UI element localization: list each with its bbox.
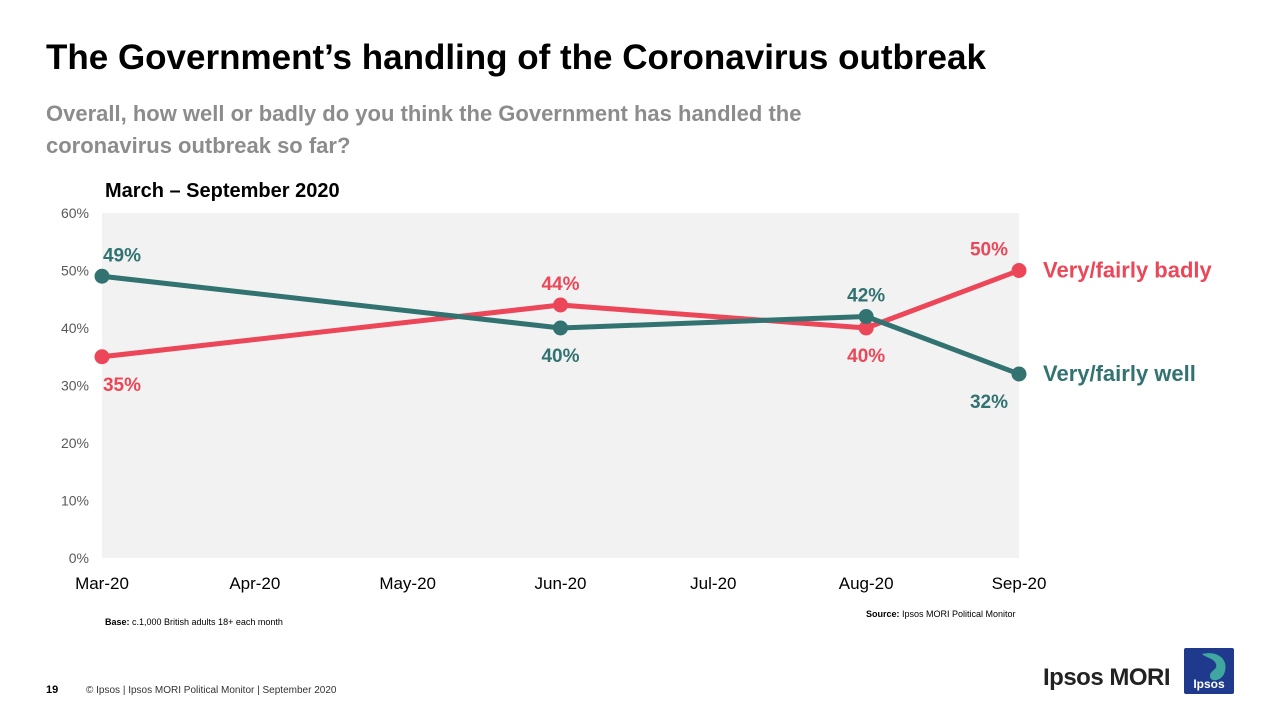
legend-label: Very/fairly badly [1043,258,1213,283]
data-point [553,320,568,336]
base-note: Base: c.1,000 British adults 18+ each mo… [105,617,283,627]
data-label: 40% [847,346,885,367]
x-axis: Mar-20 Apr-20 May-20 Jun-20 Jul-20 Aug-20 Sep-… [75,574,1046,593]
svg-text:Ipsos: Ipsos [1193,677,1225,691]
series-1: 49% 40% 42% 32% Very/fairly well [94,245,1196,413]
x-tick-label: Jun-20 [535,574,587,593]
data-label: 42% [847,286,885,307]
x-tick-label: Apr-20 [229,574,280,593]
y-tick-label: 20% [61,435,89,451]
y-tick-label: 10% [61,493,89,509]
series-0: 35% 44% 40% 50% Very/fairly badly [94,240,1213,396]
data-point [553,297,568,313]
data-point [1011,366,1027,382]
x-tick-label: Sep-20 [992,574,1047,593]
page-title: The Government’s handling of the Coronav… [46,38,986,77]
y-tick-label: 60% [61,205,89,221]
y-tick-label: 40% [61,320,89,336]
series-line [101,273,1020,377]
series-line [101,268,1020,360]
page-number: 19 [46,684,59,696]
x-tick-label: Aug-20 [839,574,894,593]
chart-period-title: March – September 2020 [105,180,340,202]
brand-wordmark: Ipsos MORI [1043,664,1171,691]
data-point [94,268,110,284]
plot-area [102,213,1019,558]
y-axis: 0% 10% 20% 30% 40% 50% 60% [61,205,89,566]
data-point [94,349,110,365]
data-point [1011,263,1027,278]
x-tick-label: Jul-20 [690,574,736,593]
data-label: 49% [103,245,141,266]
data-label: 44% [541,274,579,295]
y-tick-label: 50% [61,263,89,279]
x-tick-label: May-20 [379,574,436,593]
footer-text: © Ipsos | Ipsos MORI Political Monitor |… [86,685,337,696]
data-label: 32% [970,392,1008,413]
source-note: Source: Ipsos MORI Political Monitor [866,609,1016,619]
ipsos-logo: Ipsos [1184,648,1234,694]
survey-question: Overall, how well or badly do you think … [46,101,802,158]
data-point [858,320,874,336]
y-tick-label: 0% [69,550,89,566]
data-point [858,309,874,324]
data-label: 50% [970,240,1008,261]
data-label: 40% [541,346,579,367]
y-tick-label: 30% [61,378,89,394]
x-tick-label: Mar-20 [75,574,129,593]
legend-label: Very/fairly well [1043,361,1196,386]
data-label: 35% [103,375,141,396]
series-layer: 35% 44% 40% 50% Very/fairly badly 49% 40% 42% 32… [94,240,1213,413]
